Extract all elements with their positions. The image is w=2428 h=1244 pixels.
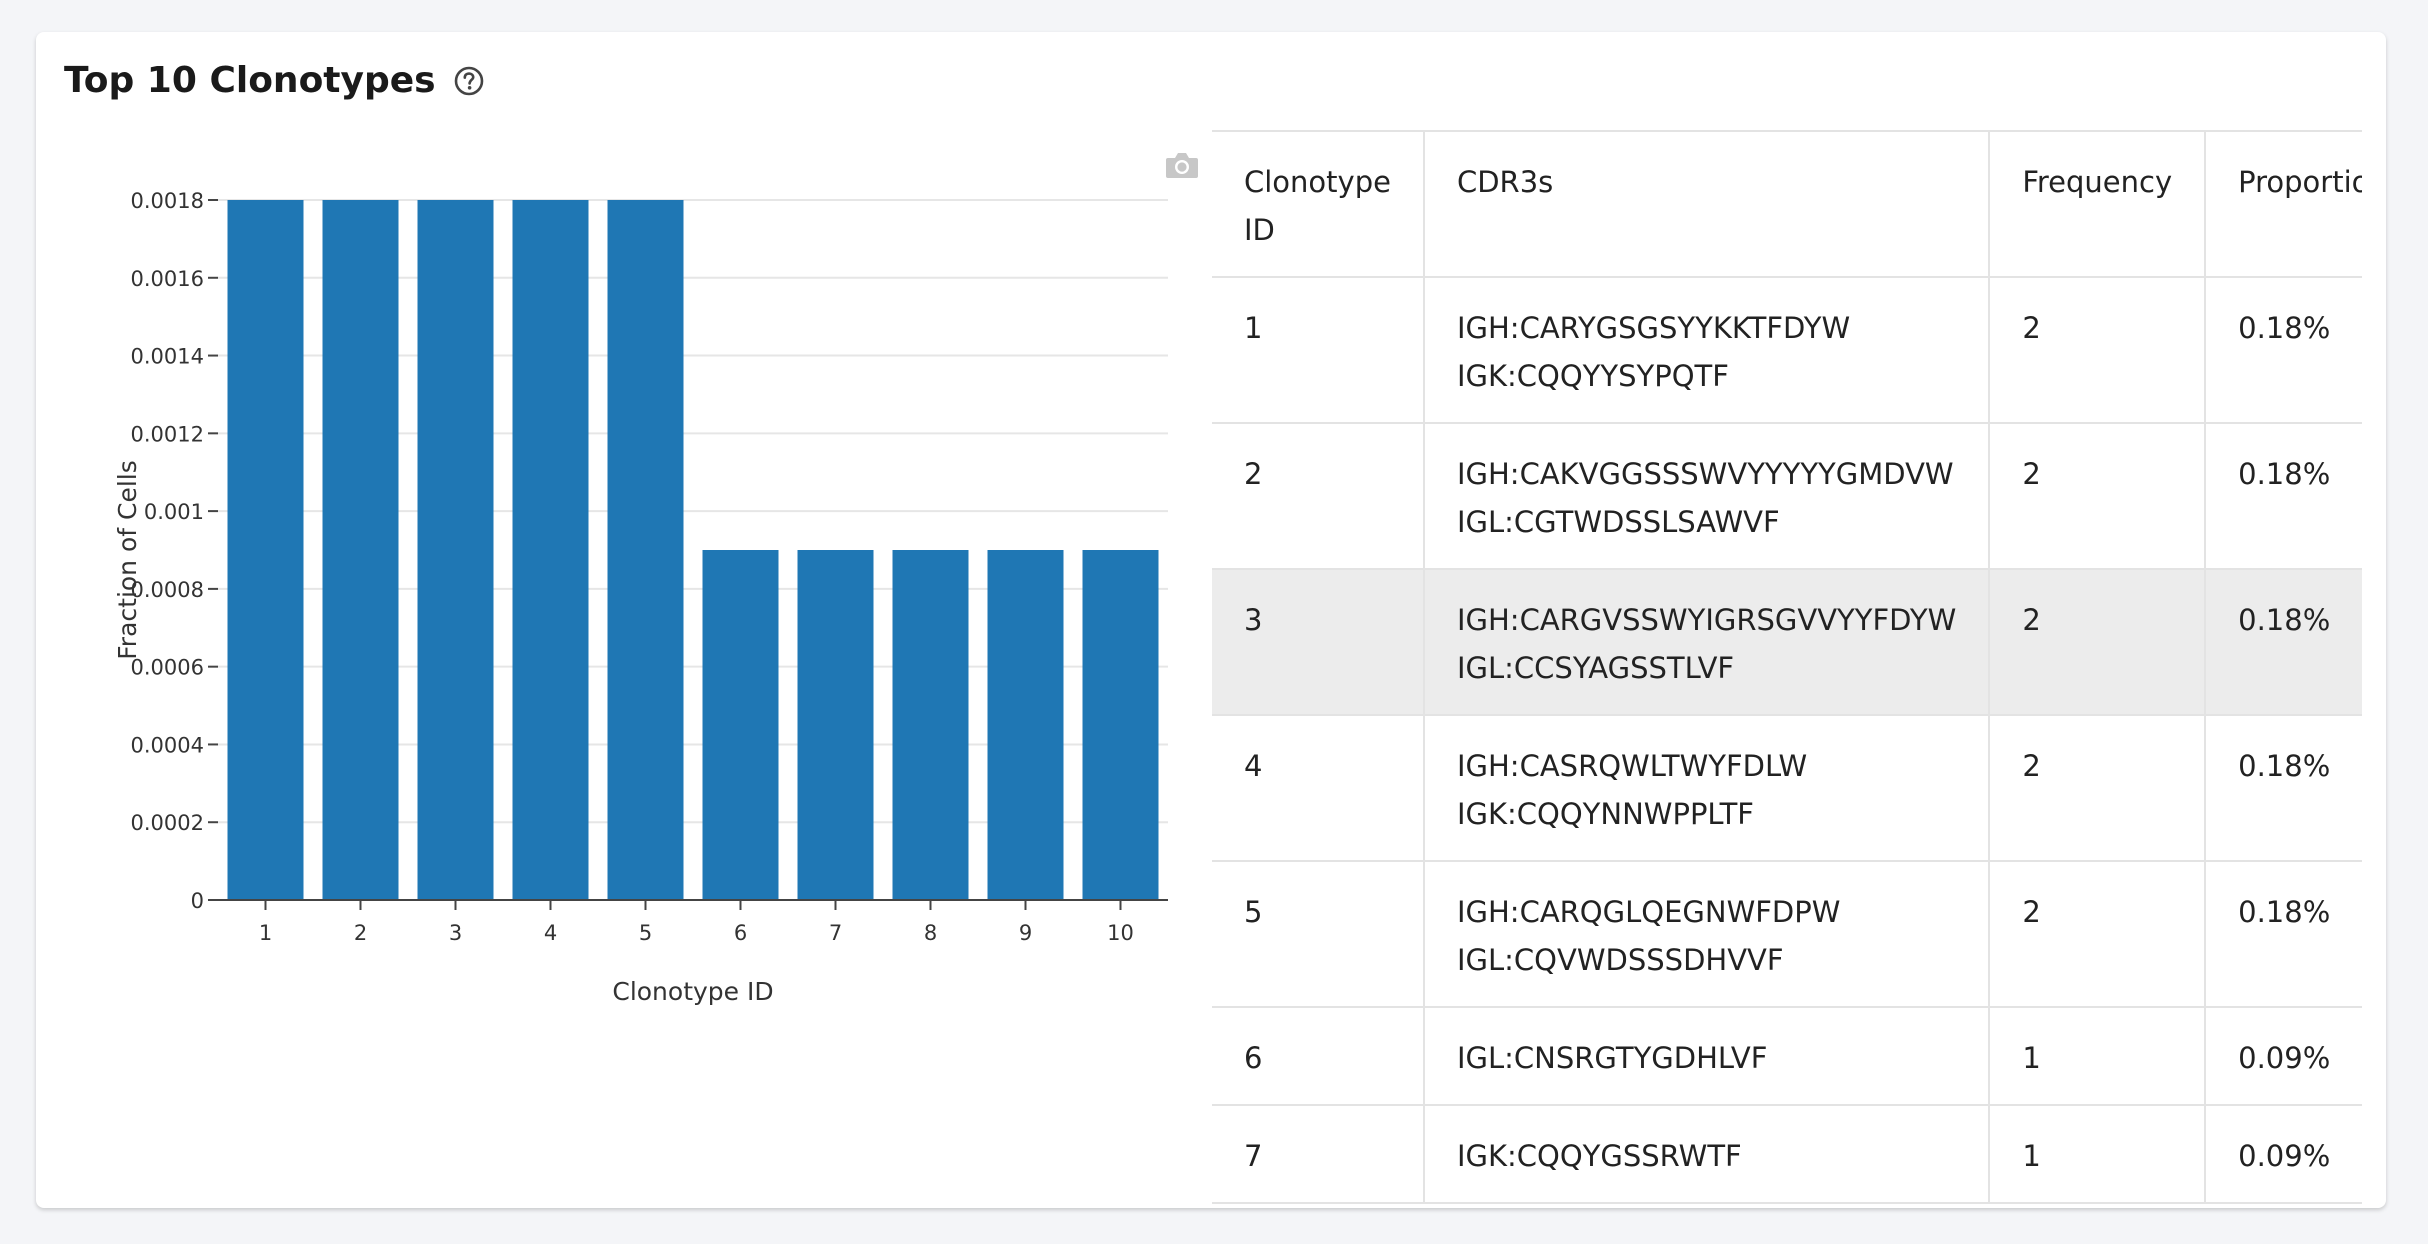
bar[interactable] [797, 550, 874, 900]
cell-proportion: 0.18% [2205, 861, 2362, 1008]
header-cdr3s[interactable]: CDR3s [1423, 130, 1991, 278]
x-tick-label: 5 [639, 921, 652, 945]
table-row[interactable]: 5 IGH:CARQGLQEGNWFDPW IGL:CQVWDSSSDHVVF … [1212, 861, 2362, 1008]
question-circle-icon[interactable] [454, 66, 484, 96]
card-header: Top 10 Clonotypes [64, 60, 484, 101]
y-tick-label: 0 [191, 889, 204, 913]
x-tick-label: 9 [1019, 921, 1032, 945]
y-tick-label: 0.0014 [131, 345, 204, 369]
table-row[interactable]: 6 IGL:CNSRGTYGDHLVF 1 0.09% [1212, 1007, 2362, 1106]
cell-frequency: 1 [1989, 1007, 2207, 1106]
x-tick-label: 8 [924, 921, 937, 945]
table-row[interactable]: 4 IGH:CASRQWLTWYFDLW IGK:CQQYNNWPPLTF 2 … [1212, 715, 2362, 862]
cell-proportion: 0.18% [2205, 715, 2362, 862]
cell-proportion: 0.09% [2205, 1105, 2362, 1204]
cell-frequency: 2 [1989, 715, 2207, 862]
cell-cdr3s: IGH:CAKVGGSSSWVYYYYYGMDVW IGL:CGTWDSSLSA… [1423, 423, 1991, 570]
bar[interactable] [417, 200, 494, 900]
cell-frequency: 2 [1989, 569, 2207, 716]
y-tick-label: 0.0012 [131, 422, 204, 446]
x-tick-label: 4 [544, 921, 557, 945]
x-tick-label: 1 [259, 921, 272, 945]
table-header-row: Clonotype ID CDR3s Frequency Proportion [1212, 130, 2362, 278]
cell-frequency: 2 [1989, 861, 2207, 1008]
y-tick-label: 0.0004 [131, 733, 204, 757]
cell-cdr3s: IGH:CASRQWLTWYFDLW IGK:CQQYNNWPPLTF [1423, 715, 1991, 862]
cell-frequency: 2 [1989, 423, 2207, 570]
clonotype-table-container[interactable]: Clonotype ID CDR3s Frequency Proportion … [1212, 130, 2362, 1208]
cell-clonotype-id: 6 [1212, 1007, 1425, 1106]
table-row[interactable]: 1 IGH:CARYGSGSYYKKTFDYW IGK:CQQYYSYPQTF … [1212, 277, 2362, 424]
cell-cdr3s: IGL:CNSRGTYGDHLVF [1423, 1007, 1991, 1106]
clonotype-table: Clonotype ID CDR3s Frequency Proportion … [1212, 130, 2362, 1204]
table-row[interactable]: 2 IGH:CAKVGGSSSWVYYYYYGMDVW IGL:CGTWDSSL… [1212, 423, 2362, 570]
cell-clonotype-id: 4 [1212, 715, 1425, 862]
bar[interactable] [987, 550, 1064, 900]
cdr3-sequence: IGK:CQQYNNWPPLTF [1456, 797, 1754, 831]
cell-clonotype-id: 2 [1212, 423, 1425, 570]
bar-chart-svg: 0 0.0002 0.0004 0.0006 0.0008 0.001 0.0012 0.00… [113, 189, 1168, 1006]
cdr3-sequence: IGL:CNSRGTYGDHLVF [1456, 1041, 1768, 1075]
x-tick-label: 10 [1107, 921, 1134, 945]
cell-clonotype-id: 5 [1212, 861, 1425, 1008]
x-axis-label: Clonotype ID [612, 977, 773, 1006]
cell-frequency: 2 [1989, 277, 2207, 424]
clonotypes-card: Top 10 Clonotypes 0 0.0002 0.0004 0.0006 0.0… [36, 32, 2386, 1208]
cdr3-sequence: IGH:CASRQWLTWYFDLW [1456, 749, 1808, 783]
cdr3-sequence: IGL:CQVWDSSSDHVVF [1456, 943, 1784, 977]
y-axis-label: Fraction of Cells [113, 460, 142, 660]
cell-proportion: 0.09% [2205, 1007, 2362, 1106]
y-tick-label: 0.0008 [131, 578, 204, 602]
cell-clonotype-id: 1 [1212, 277, 1425, 424]
y-tick-label: 0.001 [144, 500, 204, 524]
bar[interactable] [702, 550, 779, 900]
x-tick-label: 6 [734, 921, 747, 945]
cell-cdr3s: IGH:CARYGSGSYYKKTFDYW IGK:CQQYYSYPQTF [1423, 277, 1991, 424]
cdr3-sequence: IGL:CGTWDSSLSAWVF [1456, 505, 1780, 539]
y-tick-label: 0.0002 [131, 811, 204, 835]
cdr3-sequence: IGH:CARGVSSWYIGRSGVVYYFDYW [1456, 603, 1957, 637]
cdr3-sequence: IGH:CARQGLQEGNWFDPW [1456, 895, 1841, 929]
cell-proportion: 0.18% [2205, 423, 2362, 570]
y-tick-label: 0.0018 [131, 189, 204, 213]
bar-chart: 0 0.0002 0.0004 0.0006 0.0008 0.001 0.0012 0.00… [66, 128, 1176, 1058]
x-tick-label: 2 [354, 921, 367, 945]
cell-cdr3s: IGK:CQQYGSSRWTF [1423, 1105, 1991, 1204]
bar[interactable] [322, 200, 399, 900]
camera-icon[interactable] [1164, 150, 1200, 180]
cell-proportion: 0.18% [2205, 569, 2362, 716]
x-tick-label: 3 [449, 921, 462, 945]
cdr3-sequence: IGL:CCSYAGSSTLVF [1456, 651, 1735, 685]
header-proportion[interactable]: Proportion [2205, 130, 2362, 278]
table-row-highlighted[interactable]: 3 IGH:CARGVSSWYIGRSGVVYYFDYW IGL:CCSYAGS… [1212, 569, 2362, 716]
header-clonotype-id[interactable]: Clonotype ID [1212, 130, 1425, 278]
bar[interactable] [607, 200, 684, 900]
card-title: Top 10 Clonotypes [64, 60, 436, 101]
cell-proportion: 0.18% [2205, 277, 2362, 424]
cell-frequency: 1 [1989, 1105, 2207, 1204]
cdr3-sequence: IGH:CARYGSGSYYKKTFDYW [1456, 311, 1851, 345]
cdr3-sequence: IGK:CQQYYSYPQTF [1456, 359, 1729, 393]
bar[interactable] [1082, 550, 1159, 900]
cell-cdr3s: IGH:CARGVSSWYIGRSGVVYYFDYW IGL:CCSYAGSST… [1423, 569, 1991, 716]
header-frequency[interactable]: Frequency [1989, 130, 2207, 278]
table-row[interactable]: 7 IGK:CQQYGSSRWTF 1 0.09% [1212, 1105, 2362, 1204]
cell-clonotype-id: 3 [1212, 569, 1425, 716]
cell-cdr3s: IGH:CARQGLQEGNWFDPW IGL:CQVWDSSSDHVVF [1423, 861, 1991, 1008]
x-tick-label: 7 [829, 921, 842, 945]
cell-clonotype-id: 7 [1212, 1105, 1425, 1204]
y-tick-label: 0.0006 [131, 656, 204, 680]
y-tick-label: 0.0016 [131, 267, 204, 291]
bar[interactable] [512, 200, 589, 900]
cdr3-sequence: IGK:CQQYGSSRWTF [1456, 1139, 1742, 1173]
bar[interactable] [227, 200, 304, 900]
bar[interactable] [892, 550, 969, 900]
cdr3-sequence: IGH:CAKVGGSSSWVYYYYYGMDVW [1456, 457, 1954, 491]
